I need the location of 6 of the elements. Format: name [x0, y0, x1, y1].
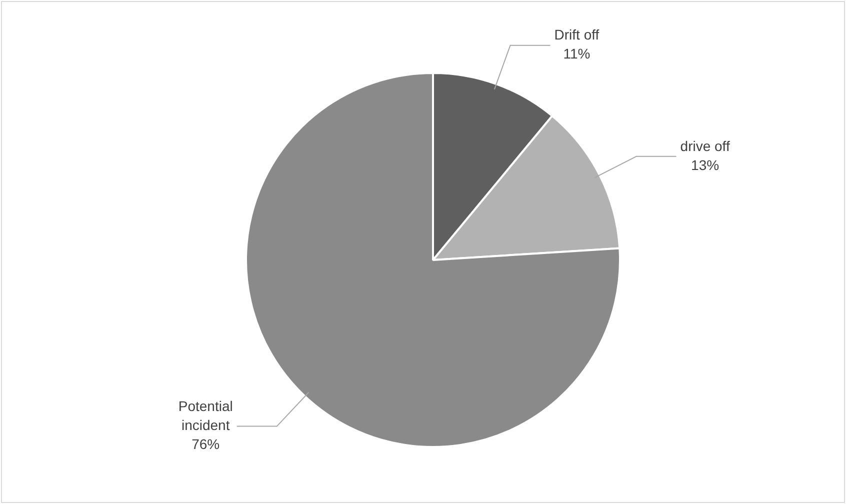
data-label: 13% [691, 156, 720, 173]
data-label: 76% [192, 436, 220, 452]
slice-label: Potential incident [178, 398, 233, 434]
slice-label: Drift off [554, 26, 600, 43]
data-label: 11% [563, 46, 590, 62]
slice-label: drive off [680, 138, 730, 154]
